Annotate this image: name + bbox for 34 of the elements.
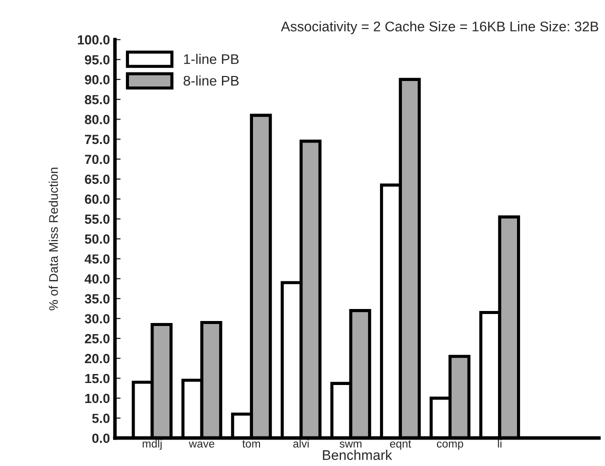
y-tick-label: 0.0 (92, 434, 110, 443)
x-tick-label: swm (340, 442, 362, 448)
x-tick-label: wave (188, 442, 214, 448)
y-tick-label: 15.0 (85, 374, 110, 384)
x-tick-label: li (498, 439, 502, 448)
y-tick-label: 95.0 (84, 55, 110, 64)
x-tick-label: tom (242, 440, 260, 448)
y-axis-title: % of Data Miss Reduction (48, 168, 58, 310)
y-tick-label: 45.0 (84, 254, 110, 264)
x-tick-label: eqnt (390, 440, 412, 450)
legend-label: 1-line PB (184, 54, 239, 64)
x-tick-label: alvi (293, 439, 309, 448)
y-tick-label: 25.0 (84, 334, 110, 344)
y-tick-label: 55.0 (84, 214, 110, 224)
y-tick-label: 10.0 (85, 394, 110, 404)
y-tick-label: 20.0 (84, 354, 110, 364)
y-tick-label: 40.0 (84, 274, 110, 284)
y-tick-label: 85.0 (84, 94, 110, 104)
y-tick-label: 65.0 (84, 174, 110, 184)
y-tick-label: 30.0 (84, 314, 110, 324)
y-tick-label: 70.0 (84, 154, 110, 164)
y-tick-label: 90.0 (84, 75, 110, 84)
chart-title: Associativity = 2 Cache Size = 16KB Line Size: 32B (280, 21, 598, 34)
x-tick-label: mdlj (142, 439, 162, 450)
y-tick-label: 100.0 (78, 35, 110, 45)
y-tick-label: 75.0 (84, 134, 110, 144)
y-tick-label: 60.0 (84, 194, 110, 204)
x-tick-label: comp (436, 442, 464, 450)
legend-label: 8-line PB (184, 75, 239, 86)
y-tick-label: 35.0 (84, 294, 110, 304)
y-tick-label: 50.0 (84, 234, 110, 244)
x-axis-title: Benchmark (322, 450, 392, 460)
y-tick-label: 80.0 (84, 114, 110, 124)
y-tick-label: 5.0 (92, 414, 110, 424)
